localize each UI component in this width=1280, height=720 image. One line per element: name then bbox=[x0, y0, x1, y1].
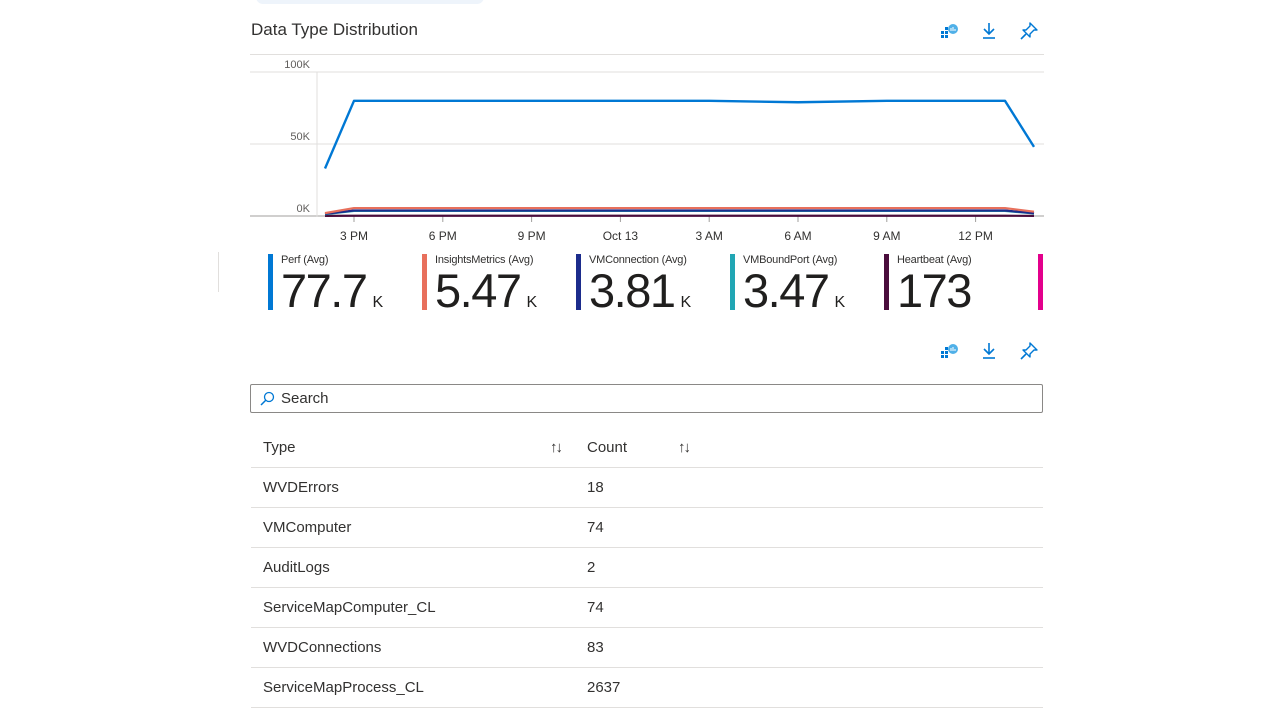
cell-type: ServiceMapProcess_CL bbox=[263, 679, 424, 696]
x-tick-label: 3 AM bbox=[696, 229, 723, 243]
series-line bbox=[324, 206, 1035, 215]
top-tab-pill bbox=[256, 0, 484, 4]
legend-color-bar bbox=[884, 254, 889, 310]
data-table: Type ↑↓ Count ↑↓ WVDErrors 18 VMComputer… bbox=[251, 427, 1043, 708]
cell-count: 83 bbox=[587, 639, 604, 656]
cell-count: 18 bbox=[587, 479, 604, 496]
x-tick-label: 3 PM bbox=[340, 229, 368, 243]
search-box[interactable] bbox=[250, 384, 1043, 413]
column-header-label: Count bbox=[587, 438, 628, 456]
legend-color-bar bbox=[268, 254, 273, 310]
search-input[interactable] bbox=[281, 390, 1021, 407]
x-tick-label: 12 PM bbox=[958, 229, 993, 243]
pin-icon[interactable] bbox=[1016, 338, 1042, 364]
table-row[interactable]: ServiceMapComputer_CL 74 bbox=[251, 588, 1043, 628]
download-icon[interactable] bbox=[976, 18, 1002, 44]
table-header: Type ↑↓ Count ↑↓ bbox=[251, 427, 1043, 468]
cell-count: 2 bbox=[587, 559, 596, 576]
cell-type: WVDErrors bbox=[263, 479, 339, 496]
cell-type: WVDConnections bbox=[263, 639, 382, 656]
table-row[interactable]: WVDErrors 18 bbox=[251, 468, 1043, 508]
x-tick-label: 9 AM bbox=[873, 229, 900, 243]
legend-label: VMConnection (Avg) bbox=[589, 254, 687, 266]
legend-item-vm-bound-port[interactable]: VMBoundPort (Avg) 3.47 K bbox=[730, 252, 884, 316]
legend-color-bar bbox=[1038, 254, 1043, 310]
sort-icon[interactable]: ↑↓ bbox=[678, 438, 691, 456]
column-header-type[interactable]: Type ↑↓ bbox=[251, 439, 575, 456]
visualize-icon[interactable] bbox=[936, 18, 962, 44]
column-header-count[interactable]: Count ↑↓ bbox=[575, 439, 715, 456]
grid-toolbar bbox=[936, 338, 1042, 364]
series-line bbox=[324, 209, 1035, 215]
visualize-icon[interactable] bbox=[936, 338, 962, 364]
legend-value: 3.81 K bbox=[589, 264, 692, 317]
table-row[interactable]: WVDConnections 83 bbox=[251, 628, 1043, 668]
panel-title: Data Type Distribution bbox=[251, 20, 418, 39]
x-tick-label: 6 PM bbox=[429, 229, 457, 243]
legend-value: 77.7 K bbox=[281, 264, 384, 317]
x-tick-label: 9 PM bbox=[518, 229, 546, 243]
cell-count: 74 bbox=[587, 519, 604, 536]
x-tick-label: 6 AM bbox=[784, 229, 811, 243]
legend-label: InsightsMetrics (Avg) bbox=[435, 254, 534, 266]
legend-color-bar bbox=[422, 254, 427, 310]
legend-value: 5.47 K bbox=[435, 264, 538, 317]
legend-item-perf[interactable]: Perf (Avg) 77.7 K bbox=[268, 252, 422, 316]
x-tick-label: Oct 13 bbox=[603, 229, 639, 243]
cell-type: ServiceMapComputer_CL bbox=[263, 599, 436, 616]
table-row[interactable]: ServiceMapProcess_CL 2637 bbox=[251, 668, 1043, 708]
legend-item-insights-metrics[interactable]: InsightsMetrics (Avg) 5.47 K bbox=[422, 252, 576, 316]
y-tick-label: 50K bbox=[290, 131, 310, 143]
table-row[interactable]: VMComputer 74 bbox=[251, 508, 1043, 548]
cell-type: AuditLogs bbox=[263, 559, 330, 576]
y-tick-label: 0K bbox=[297, 203, 311, 215]
table-row[interactable]: AuditLogs 2 bbox=[251, 548, 1043, 588]
search-icon bbox=[260, 391, 275, 406]
legend-color-bar bbox=[576, 254, 581, 310]
download-icon[interactable] bbox=[976, 338, 1002, 364]
legend-label: Heartbeat (Avg) bbox=[897, 254, 972, 266]
chart-legend: Perf (Avg) 77.7 K InsightsMetrics (Avg) 5… bbox=[268, 252, 1058, 316]
cell-count: 2637 bbox=[587, 679, 621, 696]
chart-toolbar bbox=[936, 18, 1042, 44]
legend-item-overflow[interactable] bbox=[1038, 252, 1058, 312]
legend-label: Perf (Avg) bbox=[281, 254, 329, 266]
column-header-label: Type bbox=[263, 438, 296, 456]
legend-item-vm-connection[interactable]: VMConnection (Avg) 3.81 K bbox=[576, 252, 730, 316]
legend-value: 3.47 K bbox=[743, 264, 846, 317]
sort-icon[interactable]: ↑↓ bbox=[550, 438, 563, 456]
left-divider bbox=[218, 252, 219, 292]
cell-count: 74 bbox=[587, 599, 604, 616]
legend-value: 173 bbox=[897, 264, 972, 317]
legend-item-heartbeat[interactable]: Heartbeat (Avg) 173 bbox=[884, 252, 1038, 316]
cell-type: VMComputer bbox=[263, 519, 352, 536]
series-line bbox=[323, 99, 1036, 169]
pin-icon[interactable] bbox=[1016, 18, 1042, 44]
line-chart: 100K 50K 0K 3 PM 6 PM 9 PM Oct 13 3 AM 6 AM 9 AM 1… bbox=[250, 54, 1044, 243]
legend-color-bar bbox=[730, 254, 735, 310]
legend-label: VMBoundPort (Avg) bbox=[743, 254, 838, 266]
y-tick-label: 100K bbox=[284, 59, 310, 71]
